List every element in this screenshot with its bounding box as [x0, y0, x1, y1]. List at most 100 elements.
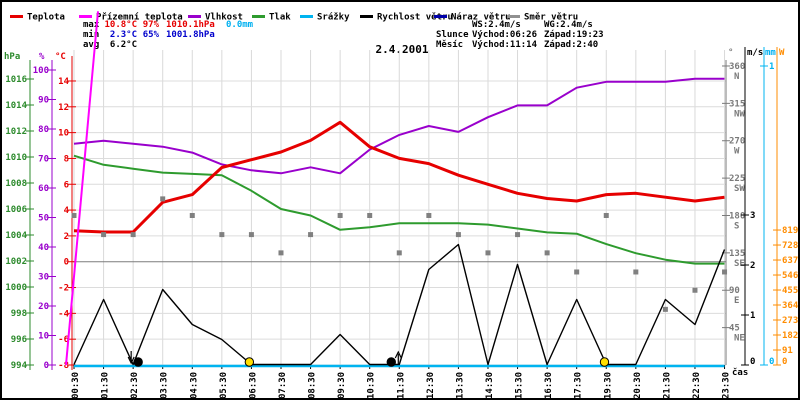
stat-avg-label: avg: [83, 40, 100, 50]
stat-max-label: max: [83, 20, 100, 30]
pressure-tick-label: 1016: [5, 75, 27, 85]
wind-direction-marker: [633, 269, 639, 275]
temperature-tick-label: -8: [58, 361, 69, 371]
humidity-tick-label: 50: [38, 214, 49, 224]
wind-direction-marker: [722, 269, 728, 275]
time-tick-label: 20:30: [633, 372, 643, 399]
compass-label: SE: [734, 259, 745, 269]
compass-label: S: [734, 221, 739, 231]
stat-max-temp: 10.8°C: [104, 20, 137, 30]
radiation-axis-title: W: [779, 48, 785, 58]
time-tick-label: 10:30: [367, 372, 377, 399]
sunrise-time: Východ:06:26: [472, 30, 538, 40]
pressure-tick-label: 1002: [5, 257, 27, 267]
chart-title: 2.4.2001: [375, 43, 429, 56]
wind-direction-marker: [160, 196, 166, 202]
humidity-tick-label: 30: [38, 273, 49, 283]
legend-label: Teplota: [27, 12, 65, 23]
wind-direction-marker: [485, 250, 491, 256]
temperature-tick-label: 14: [58, 77, 69, 87]
compass-label: E: [734, 296, 739, 306]
compass-label: W: [734, 147, 740, 157]
wind-direction-marker: [426, 212, 432, 218]
humidity-tick-label: 0: [44, 361, 49, 371]
wind-direction-marker: [101, 232, 107, 238]
compass-label: SW: [734, 184, 745, 194]
temperature-tick-label: 8: [64, 154, 69, 164]
wind-speed-color-dash: [360, 15, 373, 18]
legend-label: Směr větru: [524, 12, 579, 23]
temperature-tick-label: 0: [64, 258, 69, 268]
temperature-line: [73, 120, 725, 234]
time-axis-title: čas: [732, 368, 749, 378]
legend-item-precipitation: Srážky: [300, 7, 350, 23]
legend-label: Náraz větru: [451, 12, 511, 23]
direction-tick-label: 360: [729, 62, 745, 72]
wind-direction-marker: [278, 250, 284, 256]
time-tick-label: 00:30: [71, 372, 81, 399]
legend-label: Vlhkost: [205, 12, 243, 23]
wind-tick-label: 0: [750, 357, 755, 367]
temperature-tick-label: 4: [64, 206, 70, 216]
radiation-tick-label: 637: [782, 256, 798, 266]
moon-label: Měsíc: [436, 40, 464, 50]
legend-label: Srážky: [317, 12, 350, 23]
radiation-tick-label: 182: [782, 331, 798, 341]
moonset-marker: [133, 357, 143, 367]
stat-avg-temp: 6.2°C: [109, 40, 137, 50]
moonrise-marker: [386, 357, 396, 367]
humidity-axis-title: %: [39, 52, 45, 62]
time-tick-label: 03:30: [160, 372, 170, 399]
stat-max-humidity: 97%: [142, 20, 159, 30]
compass-label: NE: [734, 334, 745, 344]
legend-item-ground-temperature: Přízemní teplota: [79, 7, 183, 23]
precip-axis-title: mm: [765, 48, 776, 58]
legend-item-wind-direction: Směr větru: [507, 7, 578, 23]
pressure-tick-label: 1010: [5, 153, 27, 163]
time-tick-label: 05:30: [219, 372, 229, 399]
wind-tick-label: 1: [750, 311, 755, 321]
pressure-tick-label: 994: [11, 361, 28, 371]
direction-tick-label: 315: [729, 99, 745, 109]
precipitation-color-dash: [300, 15, 313, 18]
wind-direction-marker: [574, 269, 580, 275]
moonrise-arrow: [394, 350, 402, 359]
stat-min-pressure: 1001.8hPa: [166, 30, 215, 40]
ground-temperature-color-dash: [79, 15, 92, 18]
stat-min-humidity: 65%: [142, 30, 159, 40]
time-tick-label: 21:30: [662, 372, 672, 399]
temperature-tick-label: 2: [64, 232, 69, 242]
legend-label: Tlak: [269, 12, 291, 23]
wind-direction-marker: [367, 212, 373, 218]
radiation-tick-label: 0: [782, 357, 787, 367]
wind-direction-marker: [603, 212, 609, 218]
time-tick-label: 14:30: [485, 372, 495, 399]
time-tick-label: 16:30: [544, 372, 554, 399]
time-tick-label: 19:30: [603, 372, 613, 399]
time-tick-label: 09:30: [337, 372, 347, 399]
compass-label: NW: [734, 109, 745, 119]
legend-label: Rychlost větru: [377, 12, 453, 23]
radiation-tick-label: 546: [782, 271, 798, 281]
wind-speed-stat: WS:2.4m/s: [472, 20, 521, 30]
pressure-color-dash: [252, 15, 265, 18]
pressure-tick-label: 998: [11, 309, 27, 319]
legend-item-humidity: Vlhkost: [188, 7, 243, 23]
radiation-tick-label: 364: [782, 301, 799, 311]
pressure-tick-label: 1008: [5, 179, 27, 189]
wind-direction-marker: [692, 287, 698, 293]
stat-max-precip: 0.0mm: [226, 20, 254, 30]
direction-tick-label: 180: [729, 211, 745, 221]
humidity-tick-label: 80: [38, 125, 49, 135]
time-tick-label: 07:30: [278, 372, 288, 399]
wind-direction-marker: [189, 212, 195, 218]
time-tick-label: 11:30: [396, 372, 406, 399]
pressure-tick-label: 996: [11, 335, 27, 345]
humidity-tick-label: 60: [38, 184, 49, 194]
time-tick-label: 12:30: [426, 372, 436, 399]
sunrise-marker: [244, 357, 255, 367]
radiation-tick-label: 728: [782, 241, 798, 251]
wind-direction-marker: [308, 232, 314, 238]
wind-direction-marker: [544, 250, 550, 256]
